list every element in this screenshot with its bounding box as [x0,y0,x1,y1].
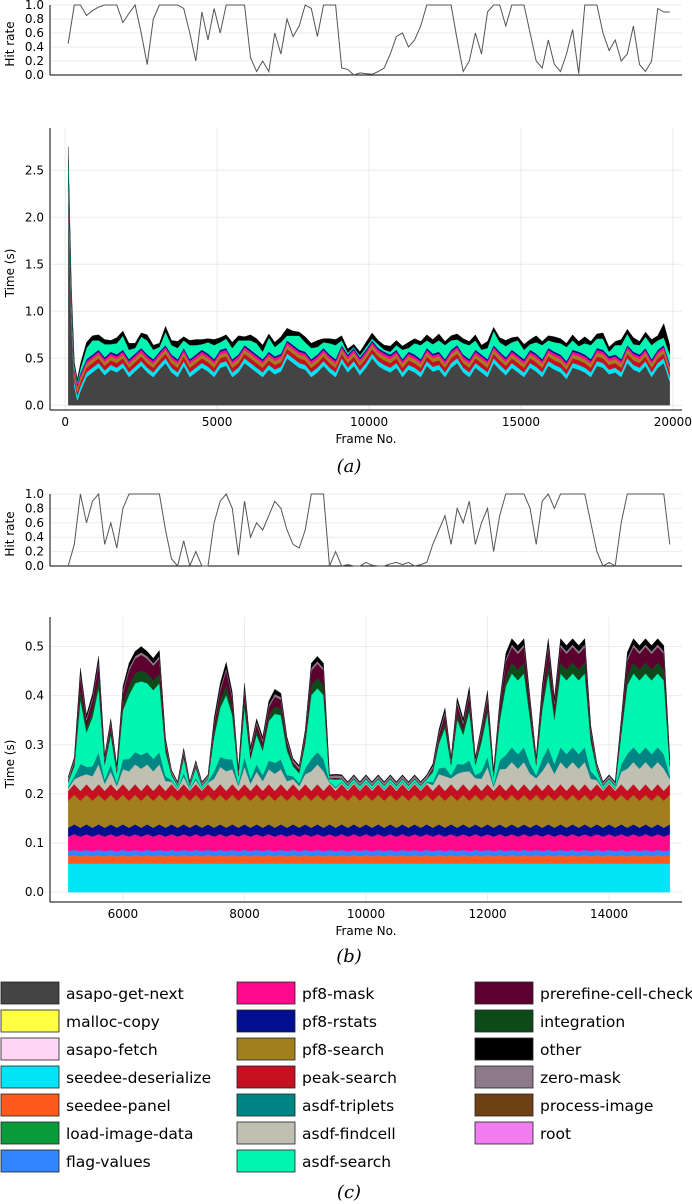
legend: asapo-get-next malloc-copy asapo-fetch seed… [0,981,692,1173]
legend-swatch [474,1121,534,1145]
area-seedee-panel [68,855,670,864]
y-tick-label: 2.0 [25,210,44,224]
legend-swatch [236,1121,296,1145]
y-tick-label: 2.5 [25,163,44,177]
y-tick-label: 0.2 [25,787,44,801]
area-pf8-mask [68,833,670,852]
legend-label: pf8-search [302,1041,384,1059]
y-tick-label: 0.6 [25,26,44,40]
y-tick-label: 0.8 [25,12,44,26]
y-tick-label: 1.0 [25,0,44,12]
y-axis-label: Hit rate [3,21,17,66]
legend-label: pf8-rstats [302,1013,377,1031]
legend-swatch [0,1121,60,1145]
area-other [68,638,670,784]
y-tick-label: 0.4 [25,40,44,54]
y-tick-label: 0.8 [25,501,44,515]
legend-label: seedee-deserialize [66,1069,211,1087]
legend-label: seedee-panel [66,1097,171,1115]
panel-b-hit-rate-chart: 0.00.20.40.60.81.0 Hit rate [3,487,682,573]
legend-swatch [236,1093,296,1117]
legend-label: zero-mask [540,1069,621,1087]
legend-label: asdf-triplets [302,1097,394,1115]
legend-swatch [236,1009,296,1033]
legend-swatch [0,1037,60,1061]
caption-c: (c) [337,1182,361,1203]
x-tick-label: 6000 [108,907,139,921]
legend-swatch [474,1093,534,1117]
caption-a: (a) [337,456,362,477]
legend-swatch [236,1065,296,1089]
x-tick-label: 0 [61,415,69,429]
area-other [68,146,670,382]
y-tick-label: 0.0 [25,559,44,573]
panel-a-hit-rate-chart: 0.00.20.40.60.81.0 Hit rate [3,0,682,82]
legend-swatch [236,981,296,1005]
y-tick-label: 0.6 [25,516,44,530]
x-tick-label: 8000 [229,907,260,921]
legend-swatch [474,1009,534,1033]
legend-label: asdf-findcell [302,1125,396,1143]
y-axis-label: Time (s) [3,249,17,299]
legend-label: asapo-fetch [66,1041,158,1059]
y-tick-label: 0.3 [25,738,44,752]
y-tick-label: 1.0 [25,304,44,318]
legend-swatch [474,981,534,1005]
legend-label: integration [540,1013,625,1031]
legend-swatch [0,1065,60,1089]
y-tick-label: 0.5 [25,351,44,365]
y-tick-label: 0.2 [25,545,44,559]
x-tick-label: 20000 [654,415,692,429]
legend-label: process-image [540,1097,653,1115]
x-tick-label: 10000 [350,415,388,429]
caption-b: (b) [336,946,362,967]
legend-swatch [0,1093,60,1117]
x-axis-label: Frame No. [335,924,396,938]
legend-swatch [236,1037,296,1061]
y-tick-label: 0.0 [25,68,44,82]
y-tick-label: 0.0 [25,398,44,412]
panel-a-time-chart: 0.0 0.5 1.0 1.5 2.0 2.5 0 5000 10000 15000 20000 Ti… [3,128,692,446]
legend-label: asapo-get-next [66,985,184,1003]
x-axis-label: Frame No. [335,432,396,446]
y-tick-label: 0.1 [25,836,44,850]
legend-label: asdf-search [302,1153,391,1171]
y-tick-label: 1.0 [25,487,44,501]
legend-label: other [540,1041,582,1059]
y-tick-label: 0.5 [25,639,44,653]
y-tick-label: 0.2 [25,54,44,68]
area-seedee-deserialize [68,863,670,893]
hit-rate-line [67,3,670,76]
legend-label: malloc-copy [66,1013,160,1031]
x-tick-label: 12000 [468,907,506,921]
x-tick-label: 5000 [202,415,233,429]
x-tick-label: 14000 [590,907,628,921]
y-axis-label: Time (s) [3,740,17,790]
panel-b-time-chart: 0.0 0.1 0.2 0.3 0.4 0.5 6000 8000 10000 12000 1400… [3,617,682,938]
legend-label: load-image-data [66,1125,194,1143]
y-tick-label: 1.5 [25,257,44,271]
legend-label: prerefine-cell-check [540,985,692,1003]
legend-swatch [236,1149,296,1173]
y-tick-label: 0.4 [25,689,44,703]
legend-swatch [0,1009,60,1033]
legend-swatch [474,1037,534,1061]
hit-rate-line [67,492,671,568]
legend-label: peak-search [302,1069,397,1087]
y-tick-label: 0.4 [25,530,44,544]
x-tick-label: 10000 [347,907,385,921]
legend-label: root [540,1125,571,1143]
legend-swatch [0,981,60,1005]
legend-label: pf8-mask [302,985,374,1003]
legend-swatch [474,1065,534,1089]
legend-swatch [0,1149,60,1173]
y-tick-label: 0.0 [25,885,44,899]
legend-label: flag-values [66,1153,151,1171]
y-axis-label: Hit rate [3,511,17,556]
x-tick-label: 15000 [502,415,540,429]
